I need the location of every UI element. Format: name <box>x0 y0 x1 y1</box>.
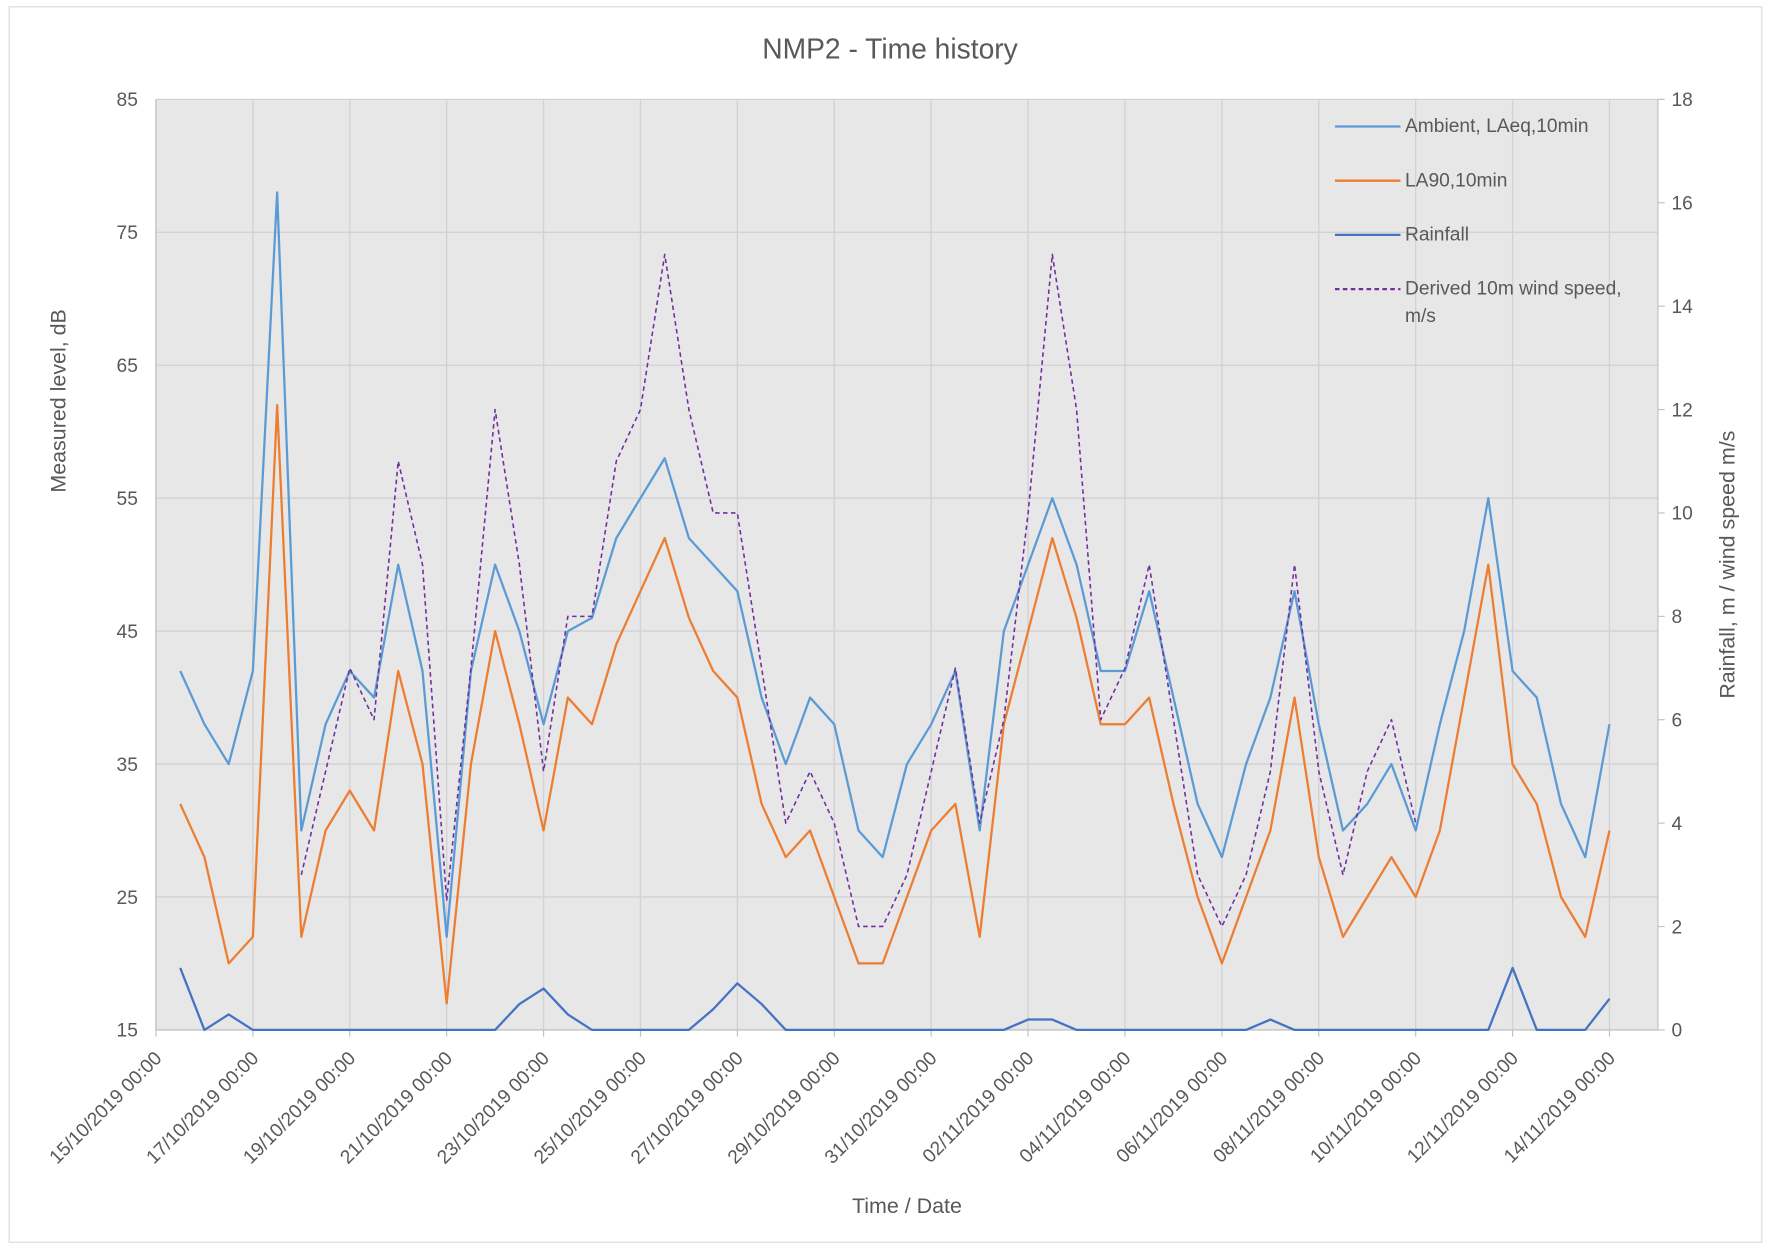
y2-tick-label: 6 <box>1671 711 1682 732</box>
y-tick-label: 55 <box>117 489 138 510</box>
y2-tick-label: 4 <box>1671 814 1682 835</box>
x-axis-title: Time / Date <box>852 1194 962 1218</box>
legend-entry: Ambient, LAeq,10min <box>1404 115 1589 137</box>
y-tick-label: 85 <box>117 90 138 111</box>
y2-axis-title: Rainfall, m / wind speed m/s <box>1716 431 1740 699</box>
legend-entry: Derived 10m wind speed, m/s <box>1404 277 1622 327</box>
chart-title: NMP2 - Time history <box>762 33 1018 65</box>
y-tick-label: 25 <box>117 888 138 909</box>
series-line <box>179 191 1611 938</box>
marks <box>179 191 1611 1032</box>
y2-tick-label: 18 <box>1671 90 1692 111</box>
series-line <box>300 253 1417 928</box>
y2-tick-label: 14 <box>1671 297 1693 318</box>
y2-tick-label: 2 <box>1671 917 1682 938</box>
y2-tick-label: 10 <box>1671 504 1692 525</box>
legend-entry: Rainfall <box>1404 223 1470 246</box>
series-line <box>179 403 1611 1005</box>
y-tick-label: 65 <box>117 356 138 377</box>
legend-label: Rainfall <box>1404 223 1470 246</box>
y-tick-label: 45 <box>117 622 138 643</box>
legend-label: Ambient, LAeq,10min <box>1404 115 1589 137</box>
y-tick-label: 35 <box>117 755 138 776</box>
legend-entry: LA90,10min <box>1404 169 1508 191</box>
plot-area <box>155 99 1658 1030</box>
series-line <box>179 966 1611 1032</box>
y-tick-label: 15 <box>117 1021 138 1042</box>
y2-tick-label: 8 <box>1671 607 1682 628</box>
y2-tick-label: 16 <box>1671 194 1692 215</box>
y2-tick-label: 0 <box>1671 1021 1682 1042</box>
y2-tick-label: 12 <box>1671 400 1692 421</box>
y-tick-label: 75 <box>117 223 138 244</box>
legend-label: LA90,10min <box>1404 169 1508 191</box>
legend-label: Derived 10m wind speed, m/s <box>1404 277 1622 327</box>
y-axis-title: Measured level, dB <box>47 309 71 493</box>
